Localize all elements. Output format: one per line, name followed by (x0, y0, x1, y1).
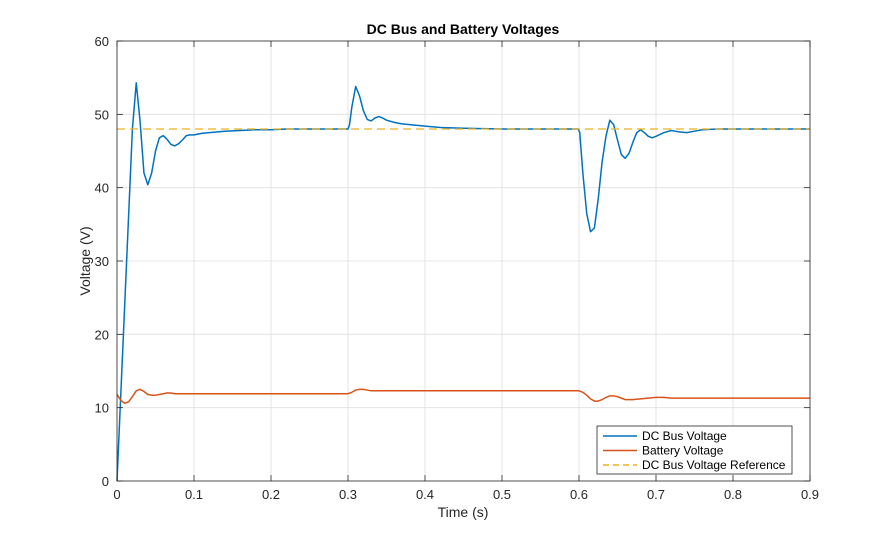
series-layer (116, 82, 810, 482)
x-tick-label: 0.3 (339, 487, 357, 502)
y-axis-label: Voltage (V) (77, 226, 93, 295)
y-tick-label: 0 (102, 474, 109, 489)
dc-bus-voltage-line (116, 82, 810, 482)
y-tick-label: 60 (95, 34, 109, 49)
legend-label: Battery Voltage (642, 444, 724, 458)
x-tick-label: 0.9 (801, 487, 819, 502)
battery-voltage-line (116, 388, 810, 405)
axis-ticks: 0 0.1 0.2 0.3 0.4 0.5 0.6 0.7 0.8 0.9 0 10 20 30 40 50 6… (95, 34, 820, 502)
y-tick-label: 30 (95, 254, 109, 269)
x-tick-label: 0.1 (185, 487, 203, 502)
legend-label: DC Bus Voltage (642, 429, 727, 443)
y-tick-label: 40 (95, 181, 109, 196)
x-tick-label: 0.2 (262, 487, 280, 502)
x-tick-label: 0.6 (570, 487, 588, 502)
x-tick-label: 0.4 (416, 487, 434, 502)
x-tick-label: 0.7 (647, 487, 665, 502)
y-tick-label: 50 (95, 107, 109, 122)
y-tick-label: 20 (95, 327, 109, 342)
x-tick-label: 0.8 (724, 487, 742, 502)
x-tick-label: 0 (113, 487, 120, 502)
x-axis-label: Time (s) (438, 504, 489, 520)
y-tick-label: 10 (95, 401, 109, 416)
chart-title: DC Bus and Battery Voltages (367, 21, 560, 37)
legend-label: DC Bus Voltage Reference (642, 458, 786, 472)
x-tick-label: 0.5 (493, 487, 511, 502)
